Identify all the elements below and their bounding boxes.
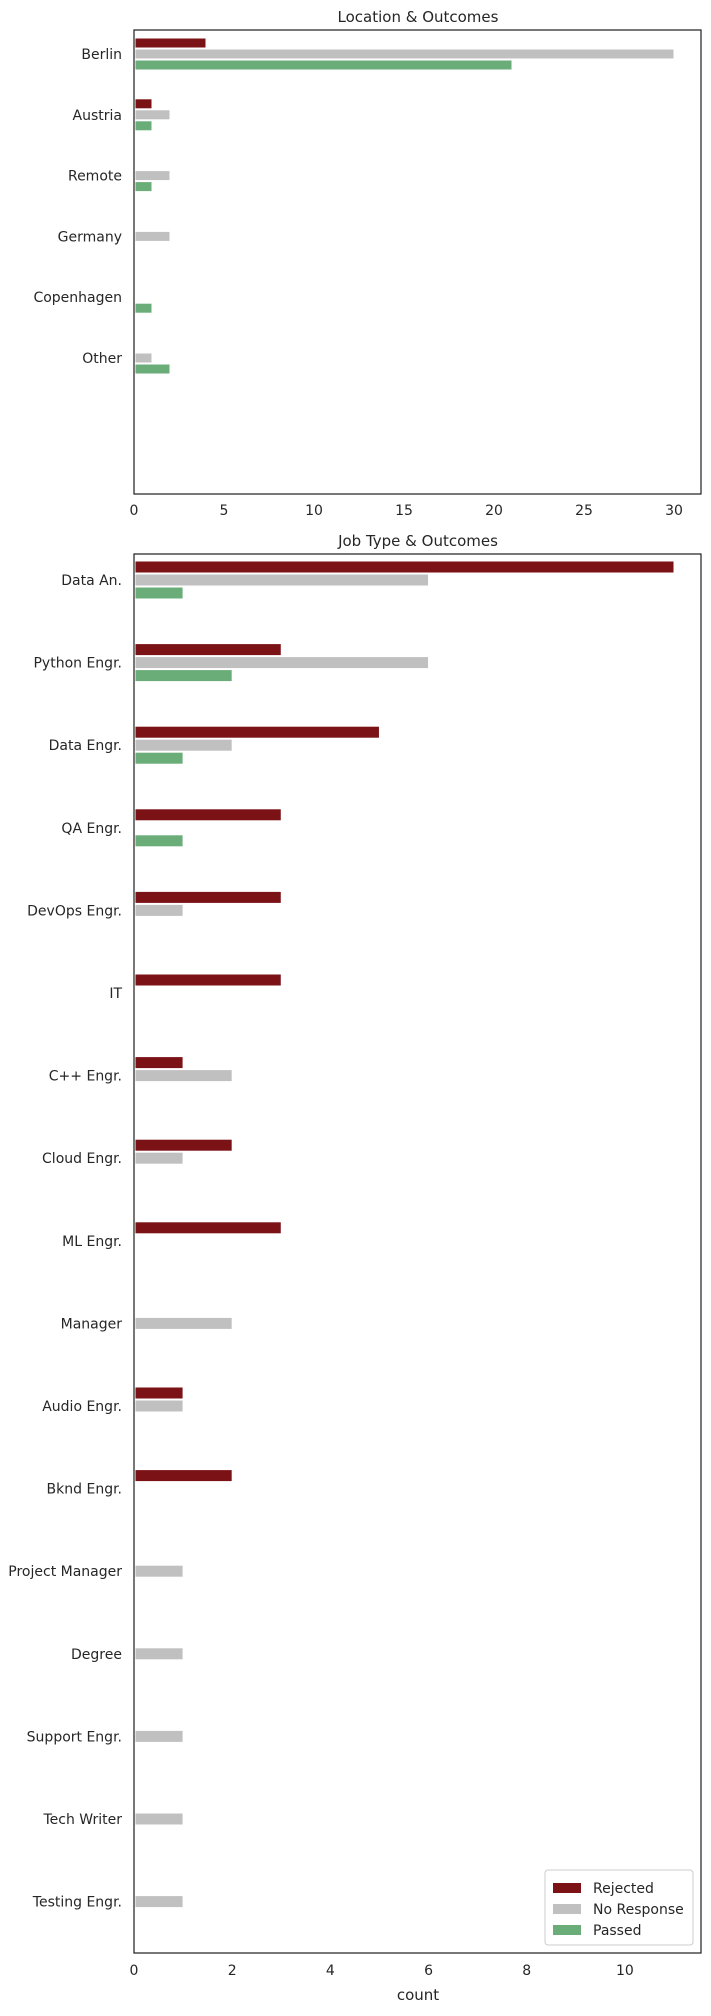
legend-label-no-response: No Response bbox=[593, 1902, 684, 1918]
x-tick-label-10: 10 bbox=[616, 1963, 634, 1979]
bar-rejected-berlin bbox=[134, 37, 207, 49]
bar-no-response-tech-writer bbox=[134, 1812, 184, 1826]
job-type-chart: Job Type & Outcomes Data An. Python Engr.… bbox=[8, 532, 702, 2004]
location-chart-title: Location & Outcomes bbox=[338, 8, 499, 26]
bar-no-response-data-an bbox=[134, 573, 430, 587]
category-label-python-engr: Python Engr. bbox=[33, 656, 122, 672]
job-type-chart-title: Job Type & Outcomes bbox=[337, 532, 498, 550]
job-type-x-ticks: 0 2 4 6 8 10 bbox=[130, 1963, 634, 1979]
bar-passed-berlin bbox=[134, 59, 513, 71]
category-label-c-engr: C++ Engr. bbox=[49, 1069, 122, 1085]
bar-no-response-data-engr bbox=[134, 738, 233, 752]
bar-no-response-python-engr bbox=[134, 656, 430, 670]
x-tick-label-8: 8 bbox=[522, 1963, 531, 1979]
legend-box bbox=[544, 1869, 694, 1946]
category-label-devops-engr: DevOps Engr. bbox=[27, 903, 122, 919]
bar-passed-copenhagen bbox=[134, 302, 153, 314]
category-label-other: Other bbox=[82, 351, 122, 367]
bar-passed-remote bbox=[134, 181, 153, 193]
x-tick-label-25: 25 bbox=[575, 503, 593, 519]
category-label-degree: Degree bbox=[71, 1647, 122, 1663]
category-label-support-engr: Support Engr. bbox=[27, 1729, 122, 1745]
bar-rejected-python-engr bbox=[134, 643, 282, 657]
category-label-remote: Remote bbox=[68, 169, 122, 185]
category-label-manager: Manager bbox=[61, 1316, 123, 1332]
x-tick-label-0: 0 bbox=[130, 1963, 139, 1979]
bar-rejected-audio-engr bbox=[134, 1386, 184, 1400]
bar-rejected-it bbox=[134, 973, 282, 987]
bar-rejected-devops-engr bbox=[134, 890, 282, 904]
category-label-project-manager: Project Manager bbox=[8, 1564, 122, 1580]
bar-no-response-devops-engr bbox=[134, 903, 184, 917]
bar-no-response-support-engr bbox=[134, 1729, 184, 1743]
bar-rejected-data-an bbox=[134, 560, 675, 574]
bar-rejected-qa-engr bbox=[134, 808, 282, 822]
legend-swatch-rejected bbox=[553, 1883, 581, 1893]
bar-no-response-berlin bbox=[134, 48, 675, 60]
bar-no-response-austria bbox=[134, 109, 171, 121]
category-label-berlin: Berlin bbox=[81, 47, 122, 63]
category-label-bknd-engr: Bknd Engr. bbox=[47, 1482, 122, 1498]
category-label-data-an: Data An. bbox=[61, 573, 122, 589]
location-plot-frame bbox=[133, 29, 702, 495]
x-tick-label-10: 10 bbox=[305, 503, 323, 519]
bar-passed-data-an bbox=[134, 586, 184, 600]
bar-passed-austria bbox=[134, 120, 153, 132]
bar-no-response-other bbox=[134, 352, 153, 364]
bar-no-response-audio-engr bbox=[134, 1399, 184, 1413]
x-tick-label-5: 5 bbox=[220, 503, 229, 519]
legend-label-rejected: Rejected bbox=[593, 1881, 654, 1897]
category-label-austria: Austria bbox=[73, 108, 122, 124]
category-label-it: IT bbox=[109, 986, 122, 1002]
x-tick-label-30: 30 bbox=[665, 503, 683, 519]
bar-rejected-cloud-engr bbox=[134, 1138, 233, 1152]
bar-passed-python-engr bbox=[134, 669, 233, 683]
legend-label-passed: Passed bbox=[593, 1923, 641, 1939]
x-tick-label-20: 20 bbox=[485, 503, 503, 519]
category-label-testing-engr: Testing Engr. bbox=[32, 1895, 122, 1911]
bar-no-response-manager bbox=[134, 1316, 233, 1330]
category-label-copenhagen: Copenhagen bbox=[33, 290, 122, 306]
category-label-germany: Germany bbox=[58, 229, 122, 245]
bar-no-response-degree bbox=[134, 1647, 184, 1661]
bar-no-response-testing-engr bbox=[134, 1895, 184, 1909]
location-chart: Location & Outcomes Berlin Austria Remote G… bbox=[33, 8, 702, 519]
x-tick-label-4: 4 bbox=[326, 1963, 335, 1979]
bar-passed-other bbox=[134, 363, 171, 375]
bar-no-response-project-manager bbox=[134, 1564, 184, 1578]
bar-rejected-bknd-engr bbox=[134, 1469, 233, 1483]
location-category-labels: Berlin Austria Remote Germany Copenhagen Othe… bbox=[33, 47, 122, 367]
bar-no-response-germany bbox=[134, 230, 171, 242]
legend-swatch-no-response bbox=[553, 1904, 581, 1914]
category-label-data-engr: Data Engr. bbox=[49, 738, 122, 754]
category-label-audio-engr: Audio Engr. bbox=[42, 1399, 122, 1415]
legend-swatch-passed bbox=[553, 1925, 581, 1935]
location-bars bbox=[134, 37, 675, 375]
x-tick-label-0: 0 bbox=[130, 503, 139, 519]
bar-rejected-ml-engr bbox=[134, 1221, 282, 1235]
x-tick-label-15: 15 bbox=[395, 503, 413, 519]
bar-no-response-c-engr bbox=[134, 1069, 233, 1083]
bar-rejected-data-engr bbox=[134, 725, 380, 739]
job-type-category-labels: Data An. Python Engr. Data Engr. QA Engr. De… bbox=[8, 573, 122, 1911]
location-x-ticks: 0 5 10 15 20 25 30 bbox=[130, 503, 683, 519]
legend: Rejected No Response Passed bbox=[544, 1869, 694, 1946]
job-type-plot-frame bbox=[133, 553, 702, 1954]
x-tick-label-2: 2 bbox=[228, 1963, 237, 1979]
bar-rejected-c-engr bbox=[134, 1056, 184, 1070]
category-label-tech-writer: Tech Writer bbox=[42, 1812, 122, 1828]
job-type-bars bbox=[134, 560, 675, 1909]
bar-passed-qa-engr bbox=[134, 834, 184, 848]
x-axis-label: count bbox=[397, 1986, 439, 2004]
bar-rejected-austria bbox=[134, 98, 153, 110]
x-tick-label-6: 6 bbox=[424, 1963, 433, 1979]
category-label-cloud-engr: Cloud Engr. bbox=[42, 1151, 122, 1167]
bar-no-response-remote bbox=[134, 170, 171, 182]
bar-passed-data-engr bbox=[134, 751, 184, 765]
category-label-ml-engr: ML Engr. bbox=[62, 1234, 122, 1250]
category-label-qa-engr: QA Engr. bbox=[61, 821, 122, 837]
bar-no-response-cloud-engr bbox=[134, 1151, 184, 1165]
